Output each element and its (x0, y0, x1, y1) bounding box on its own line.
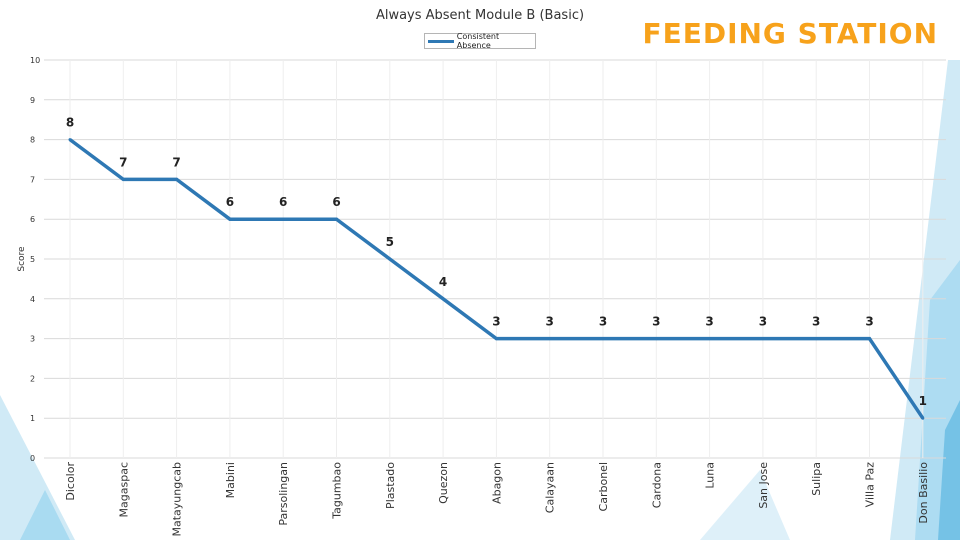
data-label: 1 (919, 394, 927, 408)
x-tick-label: Luna (704, 462, 717, 489)
data-point (548, 337, 552, 341)
x-tick-label: Sulipa (810, 462, 823, 496)
y-tick-label: 8 (30, 136, 35, 145)
data-label: 3 (599, 315, 607, 329)
x-tick-label: Parsolingan (277, 462, 290, 526)
data-point (761, 337, 765, 341)
y-tick-label: 7 (30, 175, 35, 184)
data-point (228, 217, 232, 221)
x-tick-label: Tagumbao (331, 462, 344, 520)
data-label: 6 (332, 195, 340, 209)
x-tick-label: Mabini (224, 462, 237, 498)
legend-label: Consistent Absence (456, 32, 500, 50)
data-point (68, 138, 72, 142)
x-tick-label: Abagon (490, 462, 503, 504)
data-label: 3 (652, 315, 660, 329)
y-tick-label: 5 (30, 255, 35, 264)
feeding-station-banner: FEEDING STATION (642, 17, 938, 50)
data-label: 7 (119, 155, 127, 169)
data-point (814, 337, 818, 341)
y-tick-label: 1 (30, 414, 35, 423)
data-point (921, 416, 925, 420)
chart-title: Always Absent Module B (Basic) (375, 8, 585, 23)
y-tick-label: 6 (30, 215, 35, 224)
data-label: 4 (439, 275, 447, 289)
data-point (281, 217, 285, 221)
y-tick-label: 4 (30, 295, 35, 304)
data-point (494, 337, 498, 341)
y-tick-label: 3 (30, 335, 35, 344)
data-point (335, 217, 338, 221)
legend-swatch (428, 39, 454, 43)
x-tick-label: Matayungcab (171, 462, 184, 537)
decor-triangle-left-light (0, 395, 75, 540)
x-tick-label: Dicolor (64, 462, 77, 501)
data-point (388, 257, 392, 261)
x-tick-label: San Jose (757, 462, 770, 509)
y-tick-label: 2 (30, 374, 35, 383)
data-label: 7 (172, 155, 180, 169)
y-tick-label: 10 (30, 56, 40, 65)
data-label: 3 (865, 315, 873, 329)
data-point (175, 177, 179, 181)
data-point (708, 337, 712, 341)
data-label: 5 (386, 235, 394, 249)
data-label: 6 (226, 195, 234, 209)
data-label: 3 (759, 315, 767, 329)
data-label: 3 (546, 315, 554, 329)
data-point (654, 337, 658, 341)
x-tick-label: Don Basilio (917, 462, 930, 524)
x-tick-label: Carbonel (597, 462, 610, 511)
x-tick-label: Magaspac (117, 462, 130, 517)
data-point (441, 297, 445, 301)
data-label: 3 (705, 315, 713, 329)
decor-triangle-bottom (700, 470, 790, 540)
decor-triangle-left-mid (20, 490, 70, 540)
data-point (121, 177, 125, 181)
chart-legend: Consistent Absence (424, 32, 536, 50)
x-tick-label: Plastado (384, 462, 397, 509)
decor-panel-right-dark (938, 400, 960, 540)
x-tick-label: Villa Paz (864, 462, 877, 508)
y-tick-label: 0 (30, 454, 35, 463)
data-point (868, 337, 871, 341)
y-axis-label: Score (17, 246, 27, 272)
data-point (601, 337, 605, 341)
data-label: 8 (66, 116, 74, 130)
data-label: 3 (492, 315, 500, 329)
y-tick-label: 9 (30, 96, 35, 105)
data-label: 6 (279, 195, 287, 209)
x-tick-label: Cardona (650, 462, 663, 508)
x-tick-label: Calayaan (544, 462, 557, 513)
data-label: 3 (812, 315, 820, 329)
x-tick-label: Quezon (437, 462, 450, 504)
